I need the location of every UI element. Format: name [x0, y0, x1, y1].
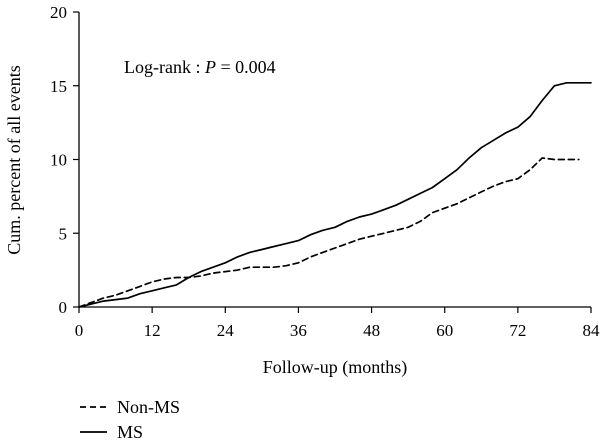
series-layer [78, 81, 592, 308]
series-line-non-ms [78, 157, 580, 308]
x-axis-ticks: 0 12 24 36 48 60 72 84 [75, 307, 600, 340]
legend-label-ms: MS [117, 422, 143, 442]
x-tick-label: 0 [75, 321, 84, 340]
legend-label-non-ms: Non-MS [117, 397, 180, 417]
y-tick-label: 20 [50, 3, 67, 22]
y-tick-label: 10 [50, 151, 67, 170]
annotation-stat: P [204, 57, 216, 77]
legend: Non-MS MS [80, 397, 180, 442]
x-tick-label: 60 [436, 321, 453, 340]
y-tick-label: 15 [50, 77, 67, 96]
annotation-prefix: Log-rank : [124, 57, 205, 77]
x-tick-label: 48 [363, 321, 380, 340]
x-tick-label: 12 [144, 321, 161, 340]
x-tick-label: 72 [509, 321, 526, 340]
y-axis-title: Cum. percent of all events [4, 65, 24, 254]
y-tick-label: 5 [59, 224, 68, 243]
x-axis-title: Follow-up (months) [263, 357, 408, 378]
series-line-ms [78, 81, 592, 308]
x-tick-label: 24 [217, 321, 235, 340]
x-tick-label: 84 [583, 321, 600, 340]
log-rank-annotation: Log-rank : P = 0.004 [124, 57, 276, 77]
y-axis-ticks: 0 5 10 15 20 [50, 3, 79, 317]
annotation-suffix: = 0.004 [216, 57, 276, 77]
x-tick-label: 36 [290, 321, 307, 340]
y-tick-label: 0 [59, 298, 68, 317]
